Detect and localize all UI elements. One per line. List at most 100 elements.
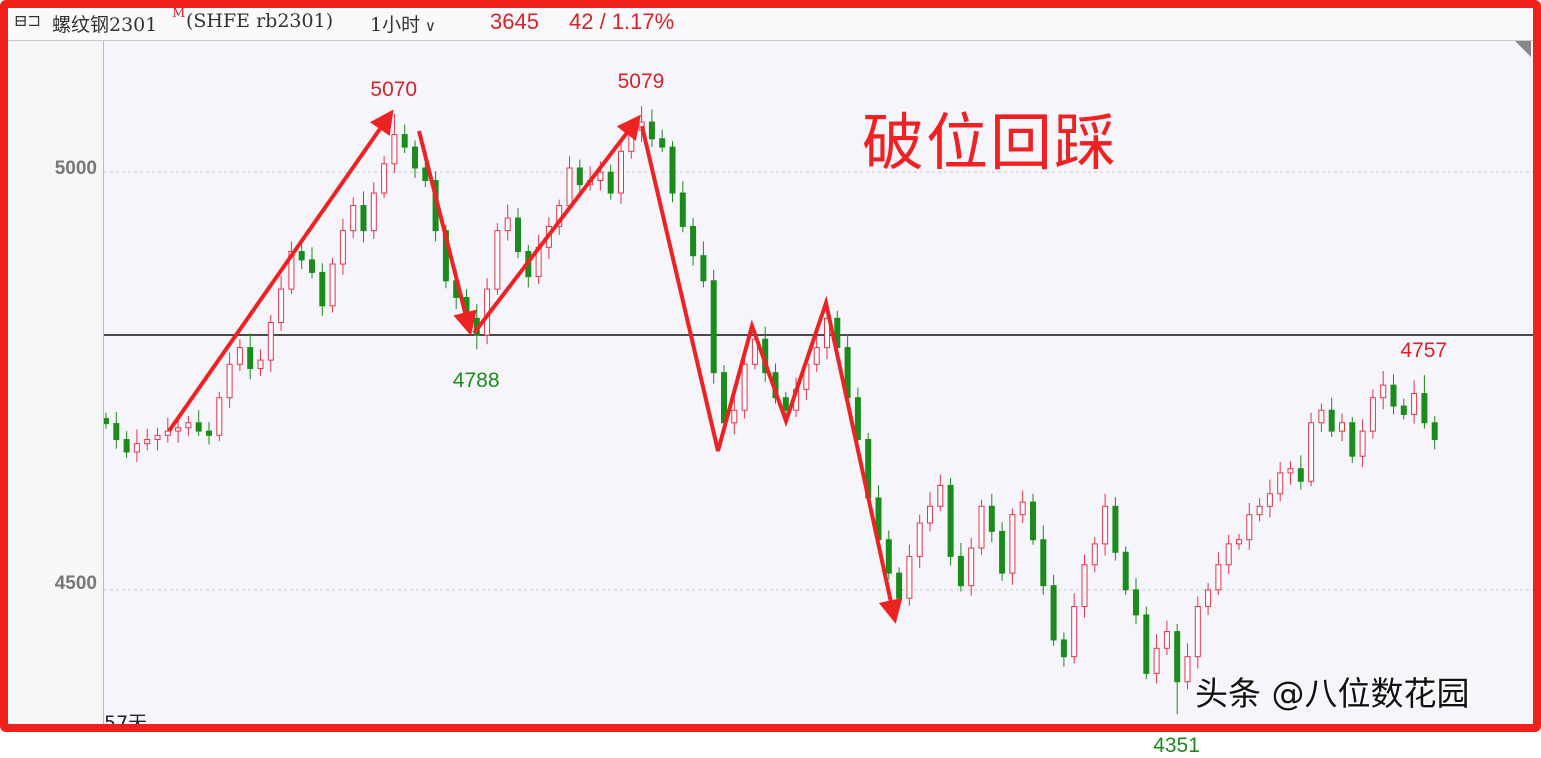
candle-body (618, 150, 624, 194)
candle-body (350, 205, 357, 232)
candle-body (1287, 468, 1294, 474)
candle-body (628, 129, 635, 152)
price-label: 4351 (1153, 734, 1200, 758)
candle-body (1184, 656, 1191, 683)
candle-body (1246, 514, 1253, 541)
candle-body (1369, 397, 1376, 432)
candle-body (1040, 539, 1047, 587)
candle-body (679, 192, 686, 227)
candle-body (339, 230, 346, 265)
candle-body (607, 171, 614, 194)
price-change: 42 / 1.17% (569, 9, 675, 34)
candle-body (278, 288, 285, 324)
candle-body (247, 347, 254, 369)
candle-body (1277, 472, 1284, 495)
candle-body (216, 397, 223, 436)
candle-body (1081, 564, 1088, 608)
trend-arrow (417, 130, 477, 336)
candle-body (1308, 422, 1315, 482)
period-label: 1小时 (370, 14, 421, 36)
candle-body (309, 259, 315, 273)
candle-body (1019, 501, 1026, 516)
candle-body (494, 230, 501, 290)
price-axis: 5000 4500 (8, 41, 104, 726)
candle-body (937, 484, 944, 507)
candle-body (1112, 505, 1119, 553)
candle-body (947, 484, 954, 557)
candle-body (1359, 430, 1366, 457)
candle-body (1339, 422, 1345, 432)
candle-body (1174, 631, 1181, 683)
corner-marker (1515, 41, 1531, 57)
candle-body (1256, 505, 1263, 516)
tick-label: 4500 (54, 573, 97, 594)
candle-body (896, 572, 903, 599)
candle-body (1060, 639, 1067, 658)
candle-body (226, 363, 233, 399)
candle-body (927, 505, 933, 524)
candle-body (854, 397, 861, 440)
candle-body (731, 409, 738, 424)
candle-body (1194, 606, 1201, 658)
candle-body (1266, 493, 1273, 507)
candle-body (1009, 514, 1016, 574)
candle-body (319, 271, 326, 307)
days-label: 57天 (104, 712, 148, 734)
candle-body (906, 555, 913, 599)
candle-body (504, 217, 511, 232)
candle-body (669, 146, 676, 194)
list-toggle-icon[interactable]: ⊟⊐ (14, 11, 41, 30)
trend-arrow (640, 125, 903, 624)
candle-body (1400, 405, 1407, 415)
chevron-down-icon: ∨ (420, 17, 436, 35)
candle-body (144, 438, 151, 445)
candle-body (1411, 393, 1418, 415)
candle-body (391, 134, 398, 165)
candle-body (999, 530, 1006, 574)
candle-body (916, 522, 923, 557)
last-price: 3645 (490, 9, 539, 34)
annotation-title: 破位回踩 (862, 106, 1119, 179)
candle-body (978, 505, 985, 549)
candle-body (298, 251, 305, 261)
candle-body (1431, 422, 1438, 440)
period-selector[interactable]: 1小时 ∨ (370, 10, 436, 37)
candle-body (185, 422, 192, 429)
candle-body (401, 134, 408, 148)
main-contract-badge: M (172, 6, 186, 21)
candle-body (1390, 384, 1397, 407)
candle-body (206, 430, 212, 436)
candle-body (690, 225, 697, 257)
candle-body (824, 317, 830, 349)
instrument-code: (SHFE rb2301) (186, 10, 334, 32)
candle-body (1236, 539, 1242, 545)
candle-body (1133, 589, 1139, 616)
candle-body (1122, 551, 1129, 591)
candle-body (885, 539, 892, 574)
watermark: 头条 @八位数花园 (1195, 674, 1470, 713)
candle-body (236, 347, 243, 365)
candle-body (741, 363, 748, 411)
candle-body (1297, 468, 1304, 482)
candle-body (288, 251, 295, 290)
candle-body (164, 430, 171, 436)
candle-body (267, 322, 274, 361)
candle-body (1091, 543, 1098, 566)
candle-body (1102, 505, 1109, 545)
candle-body (412, 146, 418, 169)
price-label: 4788 (452, 369, 500, 393)
candle-body (1421, 393, 1428, 424)
price-label: 4757 (1400, 339, 1448, 363)
tick-label: 5000 (54, 158, 97, 179)
candle-body (1380, 384, 1387, 399)
candle-body (957, 555, 964, 587)
candle-body (659, 138, 666, 148)
candle-body (1205, 589, 1212, 608)
plot-area[interactable] (104, 41, 1533, 726)
candle-body (576, 167, 583, 186)
price-label: 5070 (370, 77, 418, 101)
trend-arrow (472, 114, 641, 335)
candle-body (597, 171, 604, 182)
candle-body (710, 280, 717, 374)
candle-body (1143, 614, 1150, 674)
